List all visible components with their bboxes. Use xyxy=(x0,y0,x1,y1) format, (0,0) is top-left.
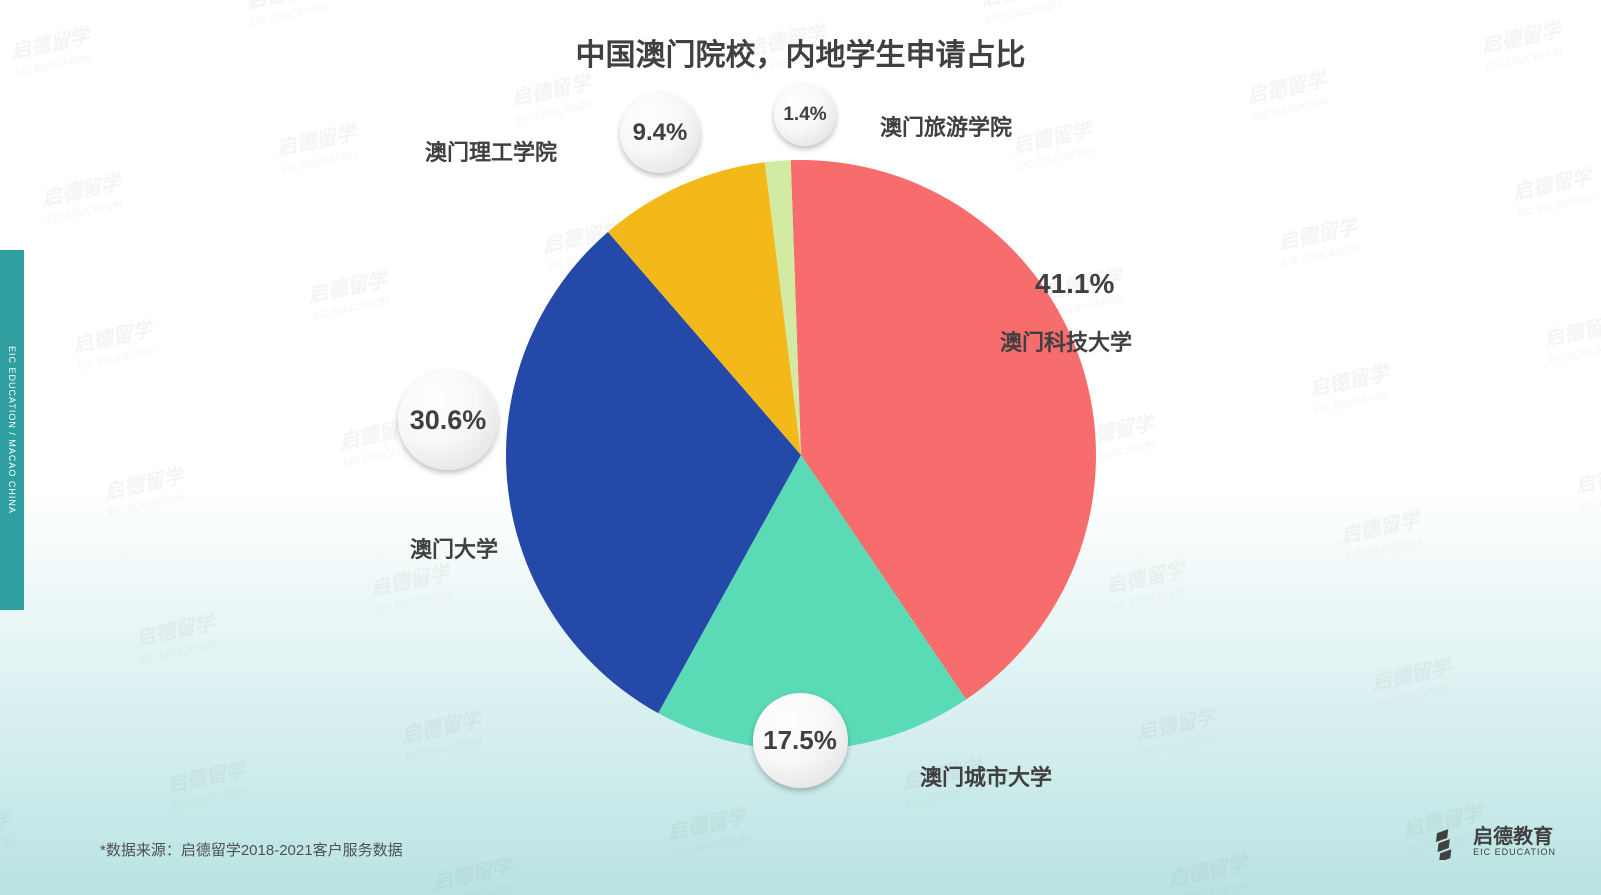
chart-title: 中国澳门院校，内地学生申请占比 xyxy=(0,30,1601,74)
pct-bubble: 17.5% xyxy=(753,693,848,788)
brand-name-cn: 启德教育 xyxy=(1473,827,1556,847)
pct-bubble: 1.4% xyxy=(774,84,836,146)
pie-chart xyxy=(491,145,1111,765)
pct-bubble: 30.6% xyxy=(398,370,498,470)
slice-label: 澳门理工学院 xyxy=(425,135,557,167)
data-source-footnote: *数据来源：启德留学2018-2021客户服务数据 xyxy=(100,839,403,860)
brand-logo: 启德教育 EIC EDUCATION xyxy=(1431,826,1556,860)
pct-label: 41.1% xyxy=(1035,268,1114,300)
brand-name-en: EIC EDUCATION xyxy=(1473,847,1556,859)
side-tab: EIC EDUCATION / MACAO CHINA xyxy=(0,250,24,610)
slice-label: 澳门大学 xyxy=(410,532,498,564)
slice-label: 澳门科技大学 xyxy=(1000,325,1132,357)
pct-bubble: 9.4% xyxy=(620,93,700,173)
brand-logo-icon xyxy=(1431,826,1465,860)
slice-label: 澳门城市大学 xyxy=(920,760,1052,792)
slice-label: 澳门旅游学院 xyxy=(880,110,1012,142)
